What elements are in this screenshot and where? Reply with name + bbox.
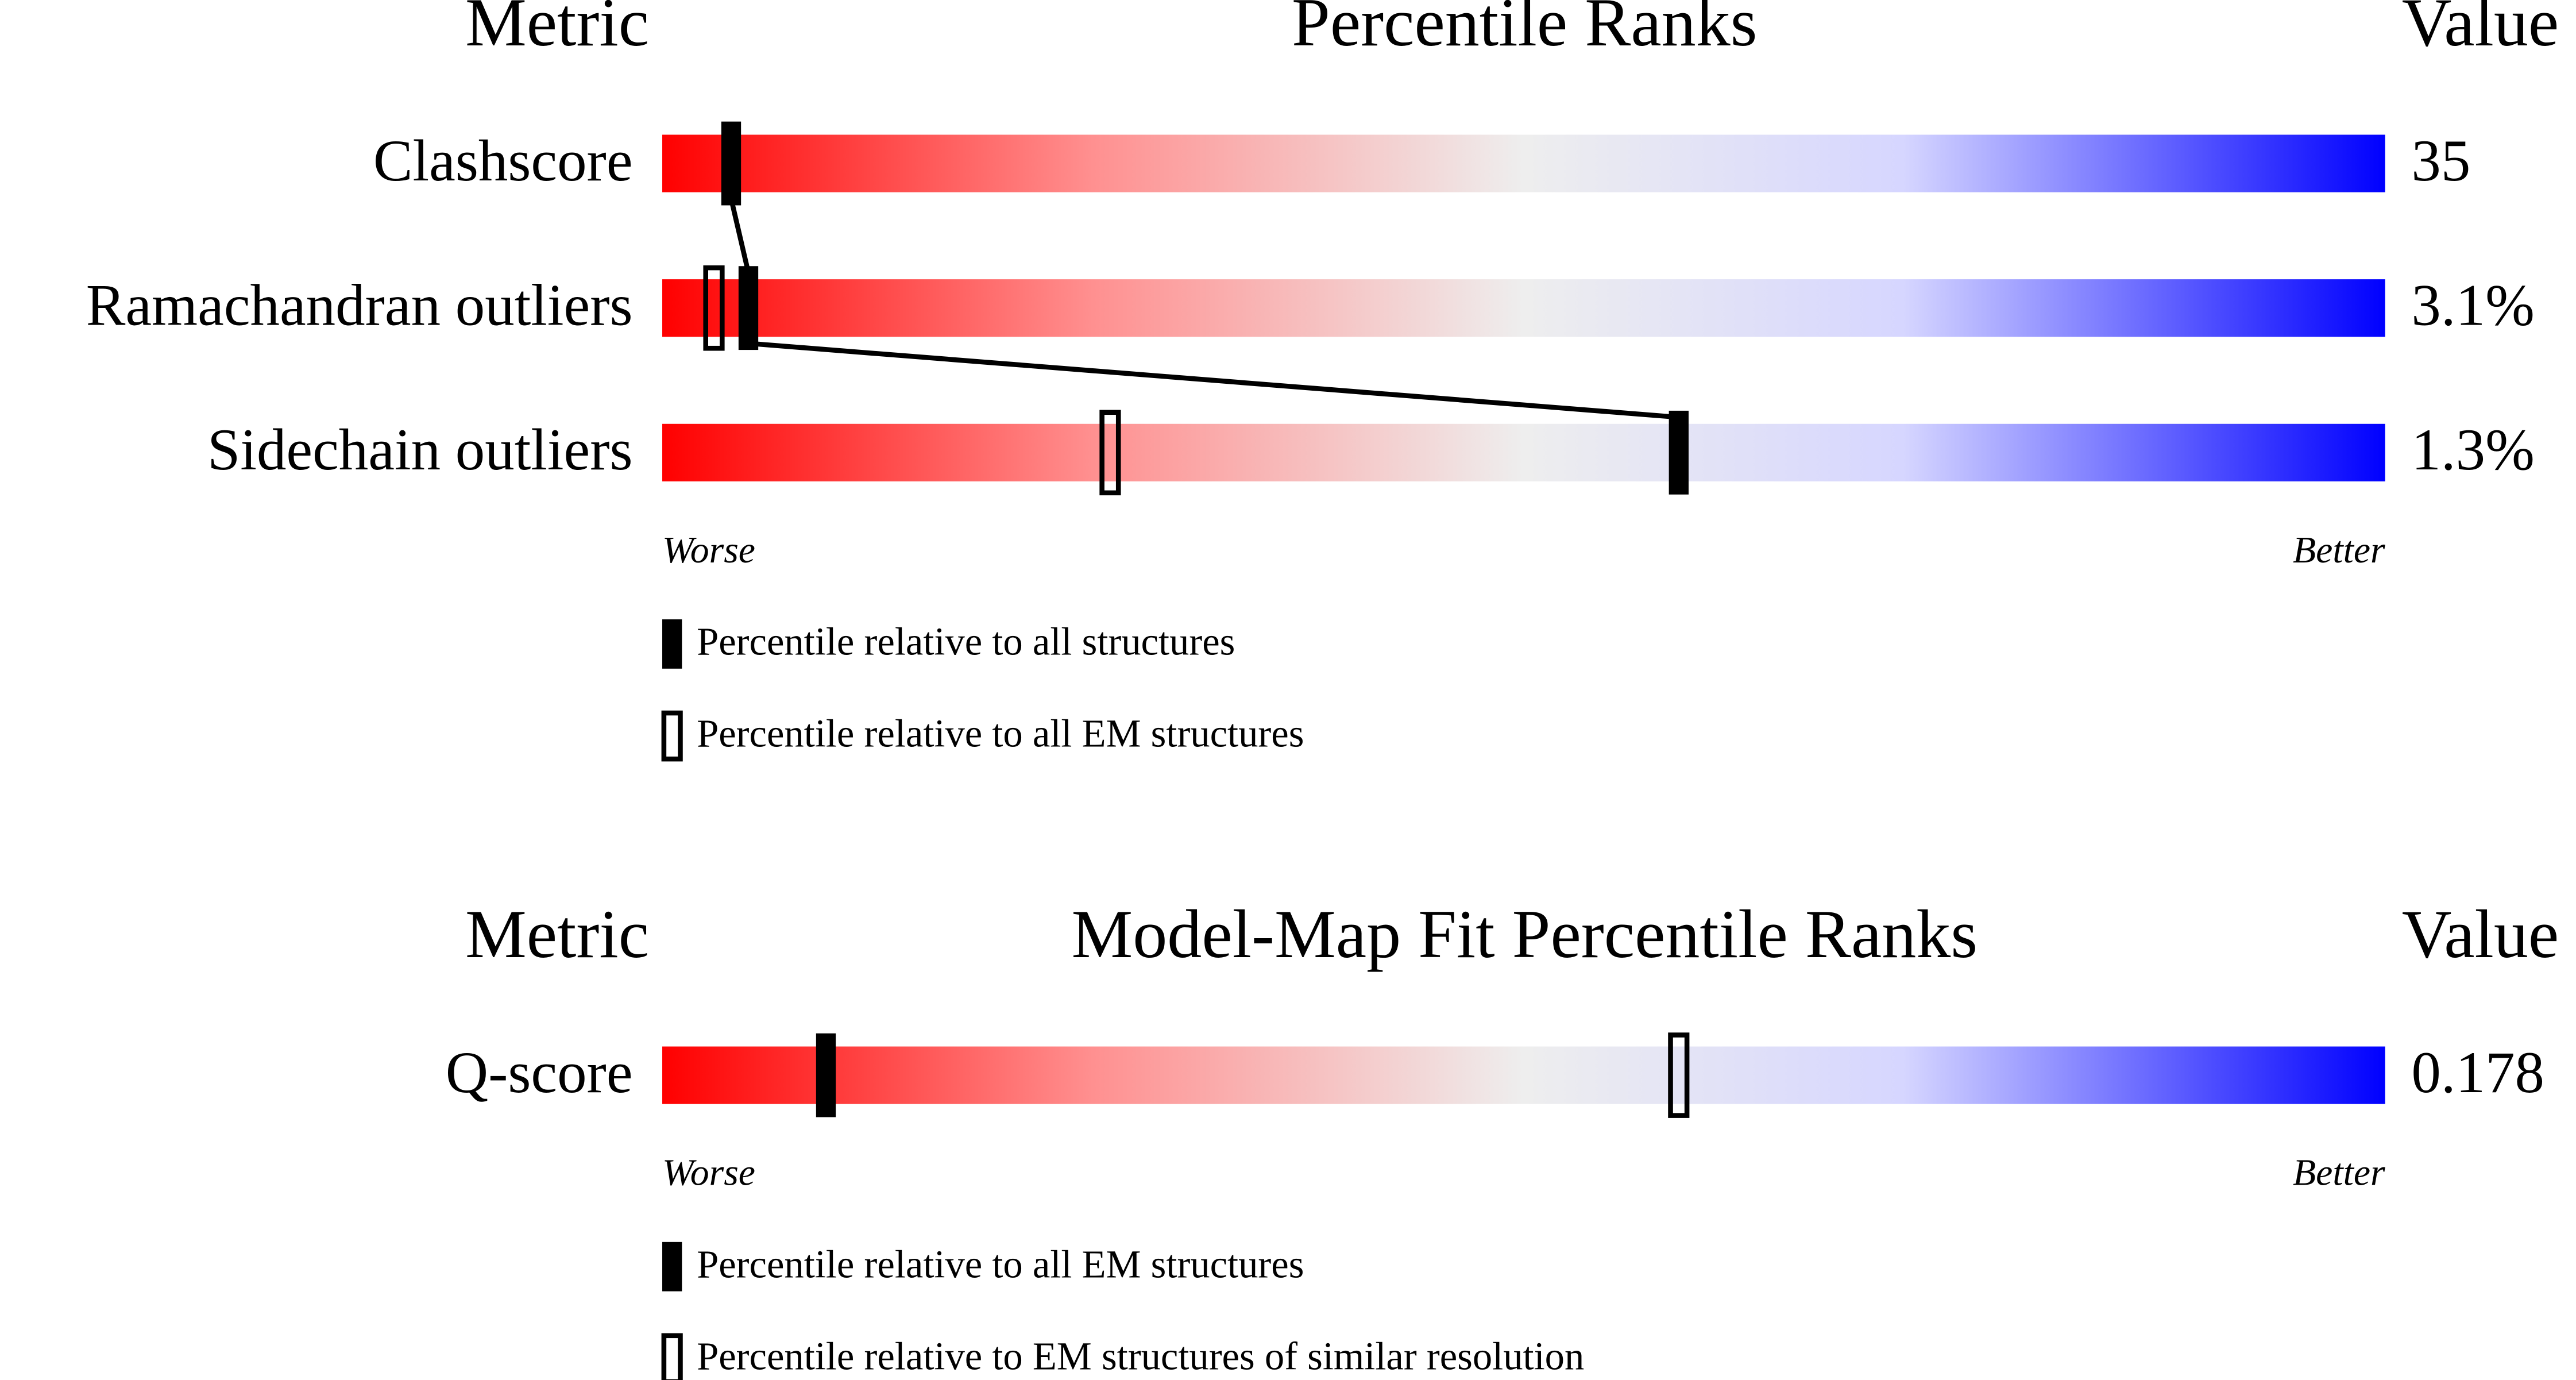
legend-icon-hollow — [661, 1333, 683, 1380]
percentile-marker-hollow — [1099, 410, 1121, 496]
better-label: Better — [2293, 1152, 2385, 1194]
worse-label: Worse — [662, 529, 755, 571]
connector-line — [728, 198, 1679, 420]
metric-header: Metric — [465, 0, 649, 60]
percentile-marker-filled — [721, 121, 741, 206]
percentile-marker-hollow — [703, 265, 725, 351]
metric-header: Metric — [465, 896, 649, 972]
percentile-marker-hollow — [1668, 1032, 1690, 1118]
panel-title: Percentile Ranks — [1292, 0, 1757, 60]
metric-value: 0.178 — [2411, 1040, 2544, 1105]
slider-bar — [662, 1046, 2385, 1104]
legend-label: Percentile relative to all EM structures — [697, 1242, 1304, 1286]
metric-label: Clashscore — [373, 128, 633, 194]
metric-label: Q-score — [446, 1040, 633, 1105]
metric-label: Sidechain outliers — [207, 417, 632, 483]
legend-icon-filled — [662, 1242, 682, 1292]
slider-bar — [662, 134, 2385, 192]
percentile-marker-filled — [1669, 410, 1689, 495]
legend-icon-filled — [662, 619, 682, 669]
metric-value: 3.1% — [2411, 273, 2534, 338]
percentile-marker-filled — [816, 1033, 836, 1117]
legend-label: Percentile relative to EM structures of … — [697, 1334, 1584, 1378]
panel-title: Model-Map Fit Percentile Ranks — [1071, 896, 1978, 972]
better-label: Better — [2293, 529, 2385, 571]
legend-label: Percentile relative to all structures — [697, 620, 1235, 664]
slider-bar — [662, 423, 2385, 481]
metric-value: 35 — [2411, 128, 2470, 194]
percentile-marker-filled — [738, 266, 759, 350]
slider-bar — [662, 279, 2385, 337]
metric-label: Ramachandran outliers — [86, 273, 633, 338]
value-header: Value — [2402, 0, 2559, 60]
metric-value: 1.3% — [2411, 417, 2534, 483]
legend-label: Percentile relative to all EM structures — [697, 712, 1304, 755]
legend-icon-hollow — [661, 710, 683, 762]
value-header: Value — [2402, 896, 2559, 972]
worse-label: Worse — [662, 1152, 755, 1194]
